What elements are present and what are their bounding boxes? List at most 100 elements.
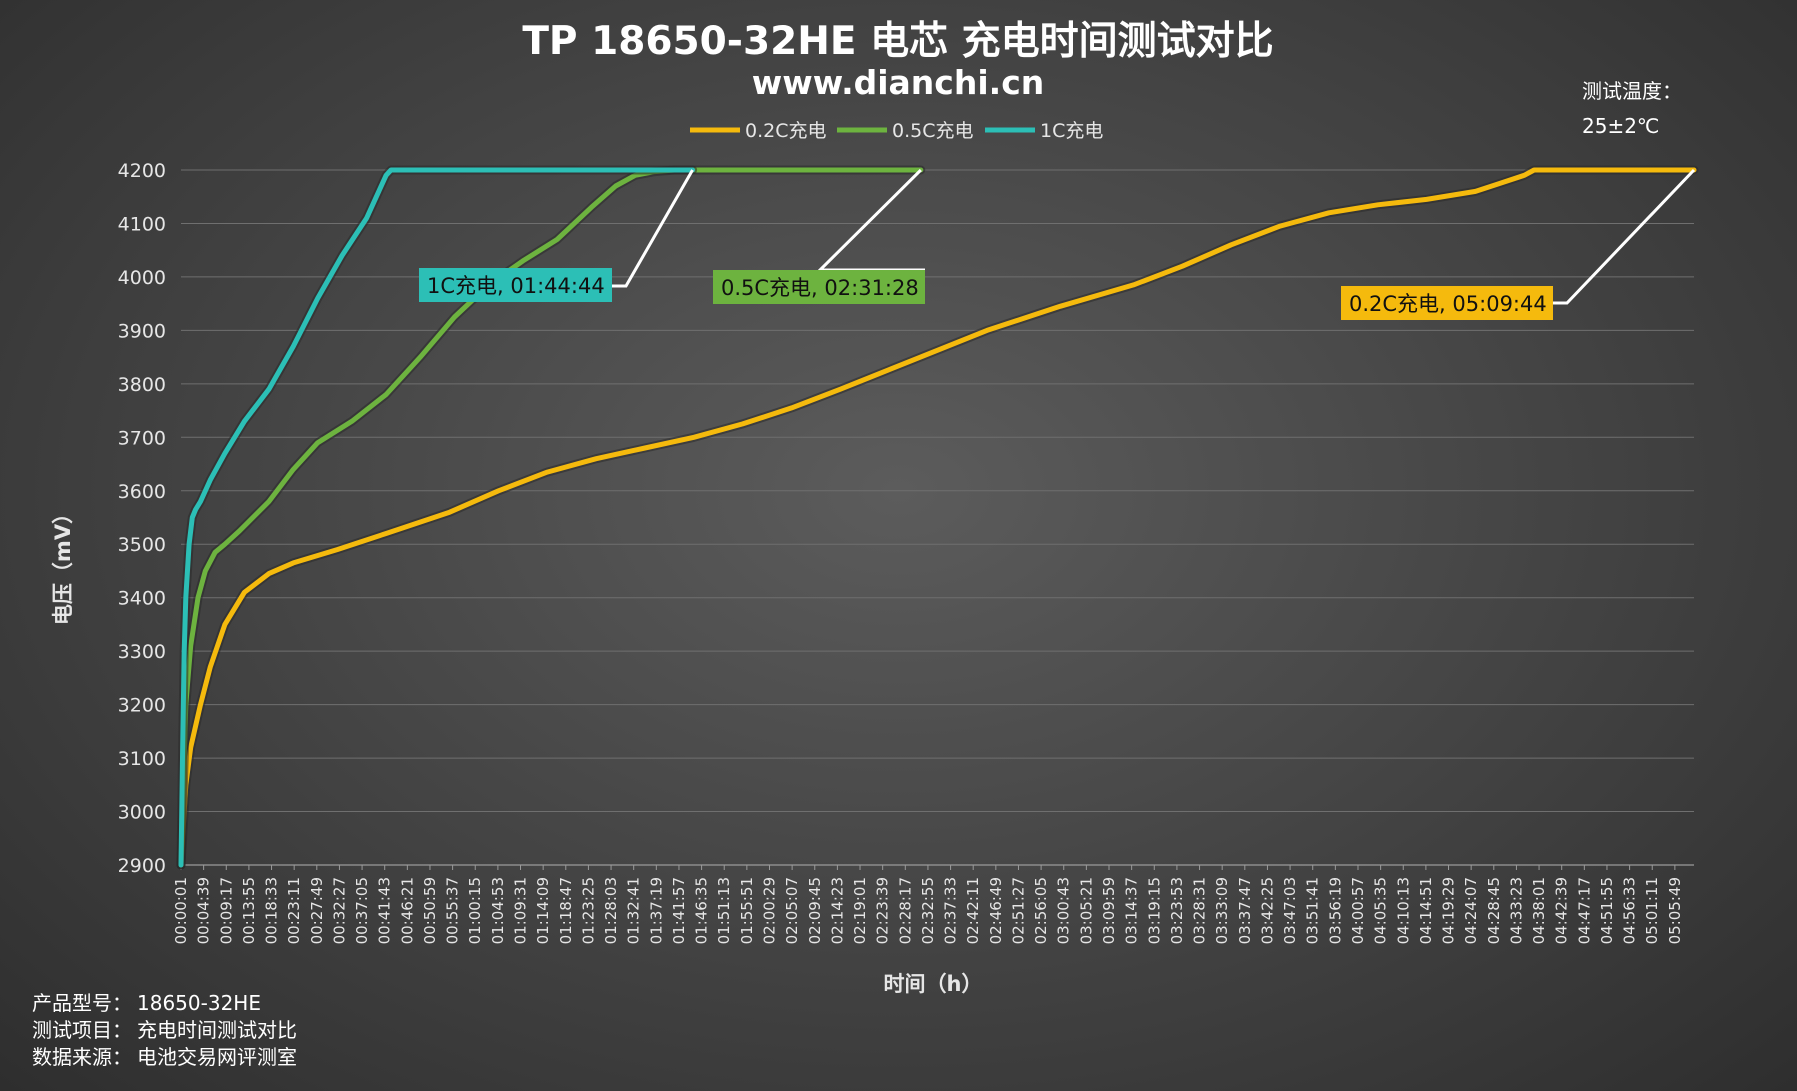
x-tick-label: 04:05:35: [1372, 877, 1390, 944]
x-tick-label: 02:37:33: [942, 877, 960, 944]
series-line-1c: [178, 167, 696, 868]
x-tick-label: 02:19:01: [851, 877, 869, 944]
y-tick-label: 4000: [118, 267, 166, 289]
x-tick-label: 01:09:31: [512, 877, 530, 944]
gridlines: [181, 169, 1694, 866]
x-tick-label: 03:14:37: [1123, 877, 1141, 944]
y-tick-label: 3800: [118, 374, 166, 396]
x-tick-label: 04:00:57: [1349, 877, 1367, 944]
legend-label-1c: 1C充电: [1040, 120, 1103, 142]
x-tick-label: 04:19:29: [1440, 877, 1458, 944]
callout-0-5c-text: 0.5C充电, 02:31:28: [721, 276, 919, 300]
footer-label-model: 产品型号：: [32, 991, 132, 1015]
callout-0-2c-box: [1341, 286, 1553, 320]
x-tick-label: 04:38:01: [1530, 877, 1548, 944]
x-tick-label: 03:00:43: [1055, 877, 1073, 944]
callout-0-2c-leader: [1553, 168, 1696, 305]
x-tick-label: 01:28:03: [602, 877, 620, 944]
x-tick-label: 02:23:39: [874, 877, 892, 944]
x-tick-label: 04:10:13: [1394, 877, 1412, 944]
x-tick-label: 00:09:17: [217, 877, 235, 944]
x-tick-label: 03:19:15: [1145, 877, 1163, 944]
x-tick-label: 01:32:41: [625, 877, 643, 944]
footer-value-model: 18650-32HE: [137, 991, 261, 1015]
legend: 0.2C充电 0.5C充电 1C充电: [690, 120, 1103, 142]
x-tick-label: 01:37:19: [647, 877, 665, 944]
x-tick-label: 00:37:05: [353, 877, 371, 944]
x-tick-label: 03:09:59: [1100, 877, 1118, 944]
x-tick-label: 04:47:17: [1575, 877, 1593, 944]
x-tick-label: 01:23:25: [579, 877, 597, 944]
x-tick-label: 01:51:13: [715, 877, 733, 944]
footer-value-test: 充电时间测试对比: [137, 1018, 297, 1042]
callout-1c-text: 1C充电, 01:44:44: [427, 274, 605, 298]
x-tick-label: 04:28:45: [1485, 877, 1503, 944]
x-tick-label: 02:51:27: [1009, 877, 1027, 944]
callout-0-2c-text: 0.2C充电, 05:09:44: [1349, 292, 1547, 316]
x-tick-label: 00:32:27: [330, 877, 348, 944]
x-tick-label: 00:41:43: [376, 877, 394, 944]
temperature-value: 25±2℃: [1582, 114, 1659, 138]
y-axis-label: 电压（mV）: [51, 503, 75, 625]
footer-label-test: 测试项目：: [32, 1018, 132, 1042]
x-tick-label: 04:24:07: [1462, 877, 1480, 944]
x-tick-label: 00:23:11: [285, 877, 303, 944]
x-tick-label: 02:32:55: [919, 877, 937, 944]
footer-value-source: 电池交易网评测室: [137, 1045, 297, 1069]
x-tick-label: 01:41:57: [670, 877, 688, 944]
y-tick-label: 3100: [118, 748, 166, 770]
callout-0-5c-leader: [816, 168, 925, 272]
callout-1c-box: [419, 268, 612, 302]
y-tick-label: 3000: [118, 802, 166, 824]
series-lines: [176, 165, 1699, 870]
footer: 产品型号： 18650-32HE 测试项目： 充电时间测试对比 数据来源： 电池…: [32, 991, 297, 1069]
x-tick-label: 00:27:49: [308, 877, 326, 944]
y-tick-label: 3300: [118, 641, 166, 663]
x-tick-label: 05:05:49: [1666, 877, 1684, 944]
x-tick-label: 00:46:21: [398, 877, 416, 944]
temperature-label: 测试温度：: [1582, 79, 1682, 103]
y-axis-ticks: 2900 3000 3100 3200 3300 3400 3500 3600 3700 3800…: [118, 160, 166, 877]
y-tick-label: 3500: [118, 534, 166, 556]
x-tick-label: 02:00:29: [760, 877, 778, 944]
callout-0-5c-box: [713, 270, 925, 304]
x-axis-ticks: 00:00:01 00:04:39 00:09:17 00:13:55 00:18:33…: [172, 865, 1684, 944]
x-tick-label: 02:46:49: [987, 877, 1005, 944]
x-tick-label: 01:55:51: [738, 877, 756, 944]
x-tick-label: 01:46:35: [693, 877, 711, 944]
series-line-0-2c-shadow: [176, 165, 1699, 870]
footer-label-source: 数据来源：: [32, 1045, 132, 1069]
x-tick-label: 02:28:17: [896, 877, 914, 944]
legend-label-0-2c: 0.2C充电: [745, 120, 826, 142]
x-tick-label: 02:05:07: [783, 877, 801, 944]
x-tick-label: 00:13:55: [240, 877, 258, 944]
y-tick-label: 4100: [118, 213, 166, 235]
x-tick-label: 03:28:31: [1191, 877, 1209, 944]
x-tick-label: 02:42:11: [964, 877, 982, 944]
x-tick-label: 03:37:47: [1236, 877, 1254, 944]
y-tick-label: 3700: [118, 427, 166, 449]
callout-1c-leader: [612, 169, 694, 288]
y-tick-label: 3600: [118, 481, 166, 503]
legend-label-0-5c: 0.5C充电: [892, 120, 973, 142]
y-tick-label: 2900: [118, 855, 166, 877]
x-tick-label: 04:14:51: [1417, 877, 1435, 944]
x-tick-label: 04:33:23: [1507, 877, 1525, 944]
x-tick-label: 00:04:39: [195, 877, 213, 944]
x-tick-label: 01:00:15: [466, 877, 484, 944]
x-tick-label: 00:50:59: [421, 877, 439, 944]
x-tick-label: 00:18:33: [263, 877, 281, 944]
y-tick-label: 3900: [118, 320, 166, 342]
chart-title: TP 18650-32HE 电芯 充电时间测试对比: [522, 19, 1273, 64]
x-axis-label: 时间（h）: [884, 972, 983, 996]
x-tick-label: 02:56:05: [1032, 877, 1050, 944]
x-tick-label: 03:56:19: [1326, 877, 1344, 944]
x-tick-label: 04:51:55: [1598, 877, 1616, 944]
x-tick-label: 04:42:39: [1553, 877, 1571, 944]
x-tick-label: 04:56:33: [1621, 877, 1639, 944]
x-tick-label: 03:23:53: [1168, 877, 1186, 944]
x-tick-label: 01:14:09: [534, 877, 552, 944]
y-tick-label: 3200: [118, 695, 166, 717]
y-tick-label: 4200: [118, 160, 166, 182]
